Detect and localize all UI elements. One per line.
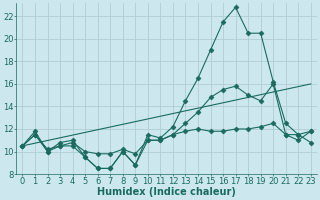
X-axis label: Humidex (Indice chaleur): Humidex (Indice chaleur)	[97, 187, 236, 197]
